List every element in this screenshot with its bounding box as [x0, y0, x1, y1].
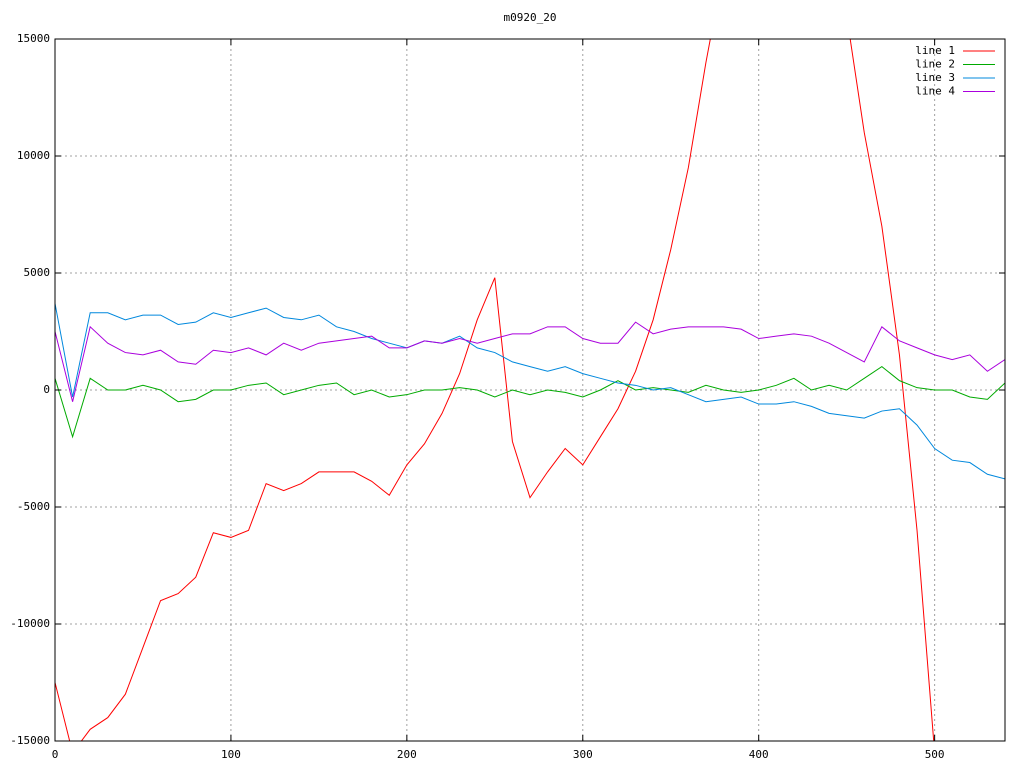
y-tick-label: 5000 — [24, 266, 51, 279]
ticks: -15000 -10000 -5000 0 5000 10000 15000 0 100 200 3… — [10, 32, 1005, 761]
y-tick-label: -5000 — [17, 500, 50, 513]
plot-area — [55, 39, 1005, 741]
x-tick-label: 0 — [52, 748, 59, 761]
legend-label: line 4 — [915, 85, 955, 98]
legend-label: line 3 — [915, 71, 955, 84]
chart-title: m0920_20 — [504, 11, 557, 24]
y-tick-label: 10000 — [17, 149, 50, 162]
y-tick-label: 15000 — [17, 32, 50, 45]
x-tick-label: 200 — [397, 748, 417, 761]
y-tick-label: -15000 — [10, 734, 50, 747]
y-tick-label: 0 — [43, 383, 50, 396]
grid — [54, 38, 1005, 742]
legend-label: line 1 — [915, 44, 955, 57]
x-tick-label: 300 — [573, 748, 593, 761]
data-line — [55, 39, 935, 741]
x-tick-label: 400 — [749, 748, 769, 761]
legend-label: line 2 — [915, 58, 955, 71]
x-tick-label: 500 — [925, 748, 945, 761]
x-tick-label: 100 — [221, 748, 241, 761]
data-line — [55, 321, 1005, 402]
data-line — [55, 303, 1005, 480]
y-tick-label: -10000 — [10, 617, 50, 630]
data-line — [55, 365, 1005, 439]
